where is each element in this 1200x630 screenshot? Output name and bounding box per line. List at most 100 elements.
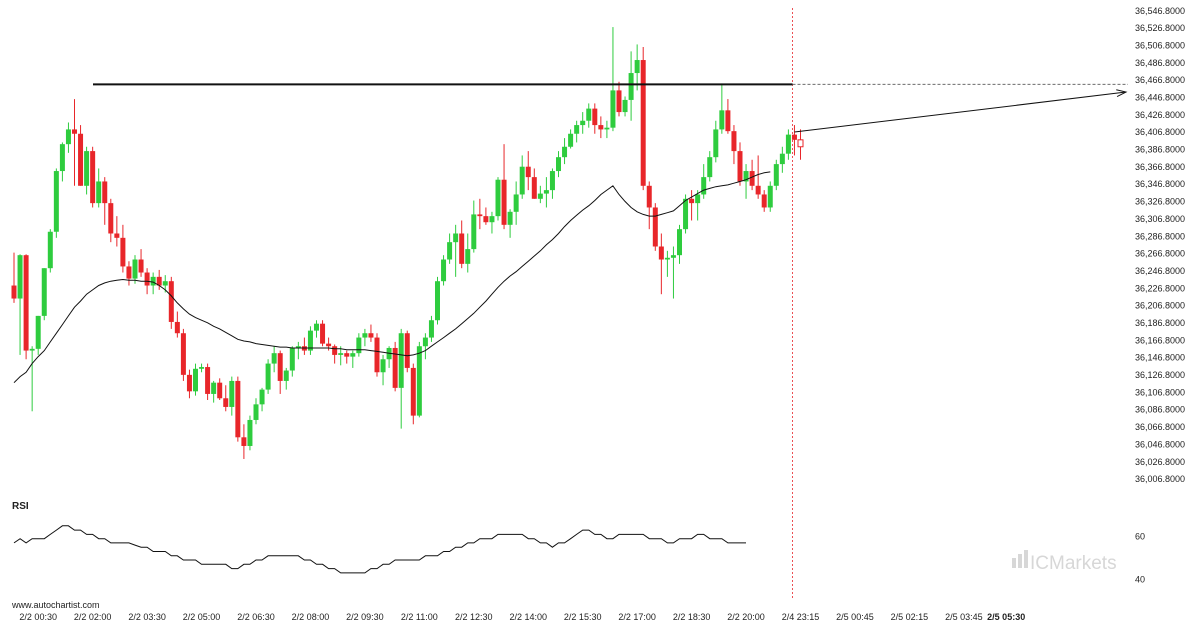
price-tick-label: 36,006.8000 bbox=[1135, 474, 1185, 484]
candle bbox=[241, 424, 247, 459]
candle bbox=[574, 120, 580, 143]
candle-body bbox=[72, 129, 77, 134]
candle bbox=[749, 159, 755, 191]
candle bbox=[132, 255, 138, 284]
time-tick-label: 2/5 02:15 bbox=[891, 612, 929, 622]
candle bbox=[537, 185, 543, 204]
candle bbox=[126, 261, 132, 286]
candle bbox=[314, 320, 319, 338]
candle bbox=[374, 333, 380, 377]
candle bbox=[707, 151, 713, 182]
candle bbox=[199, 363, 205, 373]
time-tick-label: 2/2 00:30 bbox=[19, 612, 57, 622]
candle bbox=[513, 181, 519, 225]
candle-body bbox=[556, 157, 561, 172]
candle-body bbox=[332, 346, 338, 355]
candle bbox=[731, 125, 737, 165]
time-tick-label: 2/2 02:00 bbox=[74, 612, 112, 622]
candle-body bbox=[622, 99, 628, 113]
candle bbox=[259, 387, 265, 412]
price-tick-label: 36,286.8000 bbox=[1135, 231, 1185, 241]
candle bbox=[549, 168, 555, 199]
candle bbox=[713, 120, 719, 163]
candle bbox=[453, 224, 459, 277]
candle-body bbox=[314, 323, 319, 331]
candle-body bbox=[737, 151, 743, 182]
time-tick-label: 2/2 18:30 bbox=[673, 612, 711, 622]
candle bbox=[525, 151, 531, 191]
candle-body bbox=[247, 419, 253, 446]
candle bbox=[604, 120, 610, 139]
candle bbox=[108, 198, 114, 243]
price-tick-label: 36,246.8000 bbox=[1135, 266, 1185, 276]
candle-body bbox=[223, 398, 229, 407]
candle-body bbox=[17, 255, 23, 299]
candle-body bbox=[664, 257, 670, 260]
projection-arrow bbox=[794, 89, 1128, 133]
candle-body bbox=[277, 353, 283, 381]
candle bbox=[156, 269, 162, 290]
candle bbox=[356, 333, 362, 357]
candle-body bbox=[229, 380, 235, 407]
candle bbox=[592, 103, 598, 134]
candle-body bbox=[447, 242, 453, 260]
candle-body bbox=[791, 134, 797, 140]
source-link[interactable]: www.autochartist.com bbox=[11, 600, 100, 610]
candle bbox=[755, 155, 761, 199]
price-tick-label: 36,046.8000 bbox=[1135, 439, 1185, 449]
price-tick-label: 36,086.8000 bbox=[1135, 405, 1185, 415]
candle-body bbox=[683, 198, 689, 230]
candle bbox=[332, 344, 338, 364]
price-tick-label: 36,466.8000 bbox=[1135, 75, 1185, 85]
candle-body bbox=[271, 353, 277, 364]
candle-body bbox=[199, 367, 205, 369]
candle-body bbox=[495, 179, 501, 217]
candle-body bbox=[53, 171, 59, 232]
candle-body bbox=[501, 179, 507, 225]
candle bbox=[695, 190, 701, 221]
candle bbox=[47, 229, 53, 273]
candle bbox=[205, 363, 211, 401]
price-tick-label: 36,526.8000 bbox=[1135, 23, 1185, 33]
candle bbox=[586, 103, 592, 128]
candle bbox=[90, 146, 96, 208]
price-tick-label: 36,406.8000 bbox=[1135, 127, 1185, 137]
candle-body bbox=[574, 125, 580, 134]
candle bbox=[634, 44, 640, 91]
candle bbox=[428, 315, 434, 342]
candle bbox=[489, 211, 495, 234]
time-tick-label: 2/2 20:00 bbox=[727, 612, 765, 622]
candle bbox=[495, 177, 501, 221]
candle bbox=[277, 350, 283, 394]
candle bbox=[598, 116, 604, 139]
price-tick-label: 36,346.8000 bbox=[1135, 179, 1185, 189]
candle-body bbox=[549, 171, 555, 191]
candle bbox=[271, 346, 277, 373]
candle bbox=[289, 346, 295, 377]
candle bbox=[404, 330, 410, 373]
candle bbox=[689, 190, 695, 221]
candle-body bbox=[773, 164, 779, 186]
candle-body bbox=[489, 216, 495, 223]
candle-body bbox=[368, 333, 374, 338]
price-tick-label: 36,186.8000 bbox=[1135, 318, 1185, 328]
candle bbox=[459, 220, 465, 269]
candle-body bbox=[519, 166, 525, 195]
candle bbox=[17, 254, 23, 355]
candle-body bbox=[725, 110, 731, 132]
candle bbox=[65, 122, 71, 153]
candle-body bbox=[701, 177, 707, 195]
candle-body bbox=[453, 233, 459, 243]
candle-body bbox=[416, 346, 422, 416]
moving-average-path bbox=[13, 171, 771, 384]
candle bbox=[725, 99, 731, 134]
price-tick-label: 36,386.8000 bbox=[1135, 145, 1185, 155]
price-tick-label: 36,446.8000 bbox=[1135, 93, 1185, 103]
candle-body bbox=[174, 321, 180, 334]
candle-body bbox=[193, 368, 198, 392]
candle-body bbox=[743, 171, 749, 182]
candle-body bbox=[749, 171, 755, 186]
candle-body bbox=[507, 211, 513, 225]
candle bbox=[11, 252, 17, 303]
candle-body bbox=[217, 382, 223, 399]
